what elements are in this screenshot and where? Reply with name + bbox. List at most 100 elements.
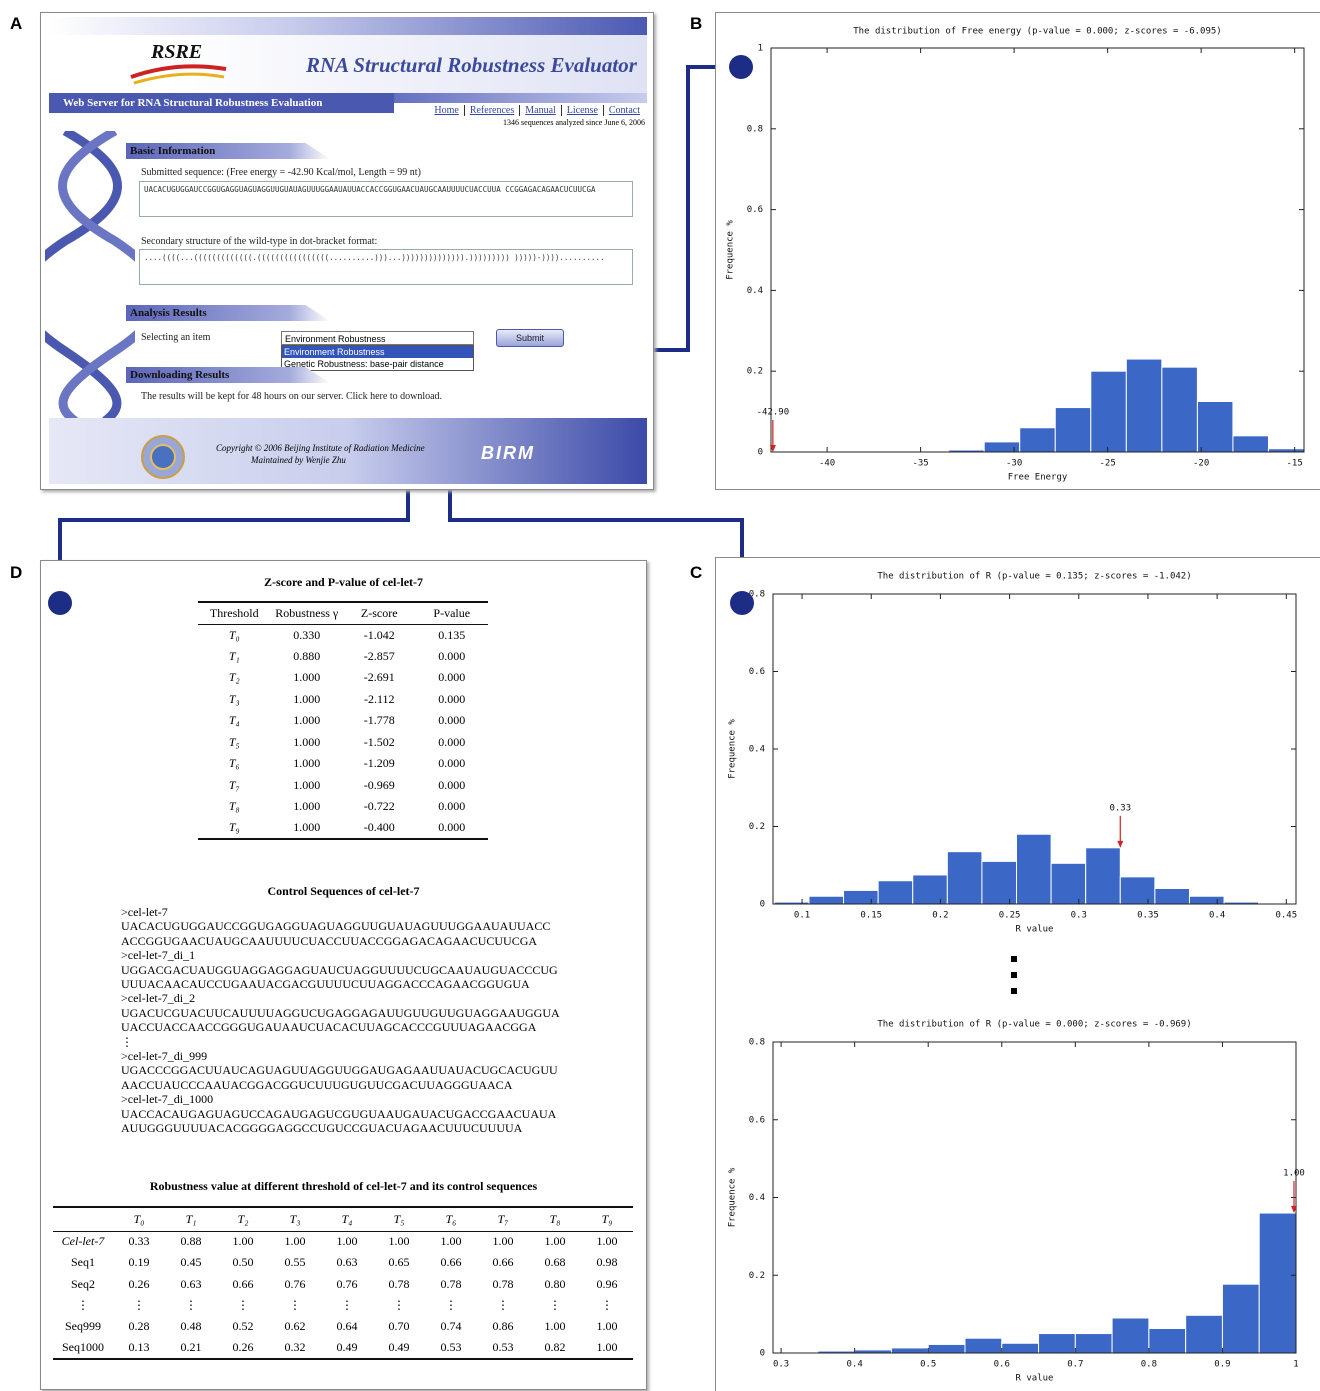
- cell: ⋮: [477, 1295, 529, 1316]
- table-title: Robustness value at different threshold …: [41, 1179, 646, 1194]
- bar: [878, 881, 913, 904]
- nav-link[interactable]: Manual: [519, 105, 561, 116]
- banner-tail: [394, 93, 647, 103]
- cell: ⋮: [373, 1295, 425, 1316]
- cell: 0.78: [425, 1274, 477, 1295]
- y-tick-label: 0.4: [749, 1193, 765, 1203]
- sequence-line: UACCACAUGAGUAGUCCAGAUGAGUCGUGUAAUGAUACUG…: [121, 1107, 560, 1121]
- panel-label: B: [690, 14, 702, 34]
- annotation-label: 1.00: [1283, 1169, 1305, 1179]
- cell: 0.86: [477, 1316, 529, 1337]
- bar: [1186, 1315, 1223, 1353]
- x-tick-label: 0.2: [932, 911, 948, 921]
- cell: 1.000: [271, 775, 344, 797]
- cell: Seq2: [53, 1274, 113, 1295]
- select[interactable]: Environment Robustness: [281, 331, 474, 345]
- cell: ⋮: [529, 1295, 581, 1316]
- bar: [928, 1344, 965, 1353]
- bar: [1162, 367, 1198, 452]
- annotation-arrowhead: [1117, 841, 1123, 848]
- cell: 1.000: [271, 732, 344, 754]
- cell: 0.000: [416, 753, 489, 775]
- cell: 1.000: [271, 796, 344, 818]
- x-tick-label: -40: [819, 459, 835, 469]
- x-tick-label: 0.5: [920, 1360, 936, 1370]
- bar: [1055, 408, 1091, 452]
- header-cell: T₉: [581, 1207, 633, 1231]
- cell: 1.00: [425, 1231, 477, 1252]
- chart: The distribution of R (p-value = 0.135; …: [716, 558, 1320, 948]
- header-cell: T₁: [165, 1207, 217, 1231]
- x-axis-label: R value: [1016, 925, 1054, 935]
- cell: 1.00: [269, 1231, 321, 1252]
- cell: ⋮: [269, 1295, 321, 1316]
- nav-link[interactable]: License: [561, 105, 603, 116]
- cell: 0.64: [321, 1316, 373, 1337]
- header-cell: T₄: [321, 1207, 373, 1231]
- bar: [1002, 1343, 1039, 1353]
- x-tick-label: -20: [1193, 459, 1209, 469]
- bar: [913, 875, 948, 904]
- cell: 0.96: [581, 1274, 633, 1295]
- label: Submitted sequence: (Free energy = -42.9…: [141, 167, 421, 178]
- nav-link[interactable]: Home: [429, 105, 463, 116]
- y-tick-label: 0.6: [749, 667, 765, 677]
- x-axis-label: Free Energy: [1008, 473, 1068, 483]
- cell: 1.00: [217, 1231, 269, 1252]
- sequence-line: ACCGGUGAACUAUGCAAUUUUCUACCUUACCGGAGACAGA…: [121, 934, 560, 948]
- x-tick-label: 0.25: [999, 911, 1021, 921]
- site-title: RNA Structural Robustness Evaluator: [306, 53, 637, 78]
- option[interactable]: Genetic Robustness: base-pair distance: [282, 358, 473, 370]
- x-tick-label: -25: [1099, 459, 1115, 469]
- option[interactable]: Environment Robustness: [282, 346, 473, 358]
- cell: 0.880: [271, 646, 344, 668]
- cell: T₂: [198, 667, 271, 689]
- header-cell: T₇: [477, 1207, 529, 1231]
- cell: Cel-let-7: [53, 1231, 113, 1252]
- section-title: Control Sequences of cel-let-7: [41, 884, 646, 899]
- sequence-line: UGACCCGGACUUAUCAGUAGUUAGGUUGGAUGAGAAUUAU…: [121, 1063, 560, 1077]
- cell: 0.63: [321, 1252, 373, 1273]
- submit-button[interactable]: Submit: [496, 329, 564, 347]
- bar: [1233, 436, 1269, 452]
- nav-link[interactable]: Contact: [603, 105, 645, 116]
- header-cell: T₂: [217, 1207, 269, 1231]
- x-tick-label: 0.6: [994, 1360, 1010, 1370]
- cell: 0.28: [113, 1316, 165, 1337]
- connector-dot: [730, 591, 754, 615]
- cell: 1.00: [529, 1231, 581, 1252]
- y-tick-label: 0.6: [749, 1115, 765, 1125]
- cell: Seq999: [53, 1316, 113, 1337]
- cell: T₀: [198, 624, 271, 646]
- header-cell: T₈: [529, 1207, 581, 1231]
- cell: -1.209: [343, 753, 416, 775]
- x-tick-label: 0.15: [860, 911, 882, 921]
- dropdown: Environment Robustness Genetic Robustnes…: [281, 345, 474, 371]
- cell: 0.66: [477, 1252, 529, 1273]
- section-header: Basic Information: [126, 143, 330, 159]
- cell: 0.76: [321, 1274, 373, 1295]
- sequence-line: >cel-let-7_di_999: [121, 1049, 560, 1063]
- chart-title: The distribution of R (p-value = 0.135; …: [877, 572, 1191, 582]
- cell: 0.000: [416, 796, 489, 818]
- cell: T₁: [198, 646, 271, 668]
- cell: 0.65: [373, 1252, 425, 1273]
- logo: RSRE: [151, 41, 202, 64]
- nav-link[interactable]: References: [464, 105, 519, 116]
- y-tick-label: 0: [760, 900, 765, 910]
- connector-dot: [729, 55, 753, 79]
- bar: [1017, 834, 1052, 904]
- cell: 0.45: [165, 1252, 217, 1273]
- cell: 0.70: [373, 1316, 425, 1337]
- page: A B C D RSRE RNA Structural Robustness E…: [0, 0, 1320, 1390]
- cell: Seq1: [53, 1252, 113, 1273]
- cell: 0.26: [217, 1337, 269, 1358]
- bar: [1155, 889, 1190, 905]
- bar: [1039, 1334, 1076, 1353]
- y-tick-label: 0.2: [749, 1271, 765, 1281]
- footer-logo: BIRM: [481, 443, 535, 464]
- x-tick-label: -15: [1287, 459, 1303, 469]
- cell: 0.62: [269, 1316, 321, 1337]
